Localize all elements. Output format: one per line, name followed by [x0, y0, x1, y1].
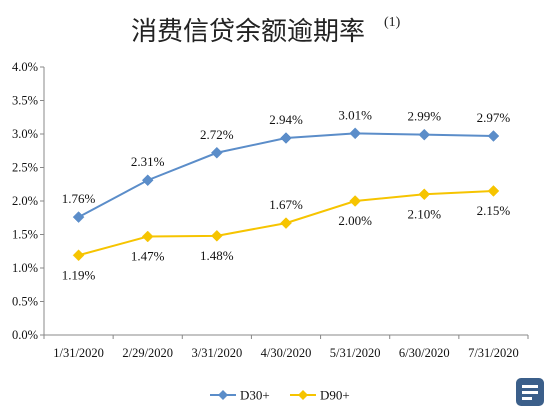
- data-point: [349, 127, 361, 140]
- data-label: 1.47%: [131, 249, 165, 264]
- data-point: [72, 211, 85, 223]
- x-tick-label: 7/31/2020: [468, 346, 519, 360]
- x-tick-label: 3/31/2020: [192, 346, 243, 360]
- data-label: 2.72%: [200, 127, 234, 142]
- chart-legend: D30+ D90+: [210, 388, 350, 403]
- data-point: [280, 217, 292, 229]
- legend-label: D30+: [240, 388, 270, 403]
- y-tick-label: 4.0%: [12, 60, 38, 74]
- legend-marker: [298, 390, 308, 400]
- app-logo-icon: [516, 378, 544, 406]
- x-tick-label: 2/29/2020: [122, 346, 173, 360]
- data-label: 1.19%: [62, 267, 96, 282]
- data-point: [418, 128, 431, 141]
- x-tick-label: 1/31/2020: [53, 346, 104, 360]
- x-tick-label: 5/31/2020: [330, 346, 381, 360]
- data-label: 1.67%: [269, 197, 303, 212]
- chart-series: [72, 127, 500, 262]
- y-tick-label: 1.5%: [12, 228, 38, 242]
- y-tick-label: 2.5%: [12, 161, 38, 175]
- data-point: [211, 229, 223, 242]
- data-label: 2.00%: [338, 213, 372, 228]
- data-point: [141, 230, 154, 243]
- data-label: 2.94%: [269, 112, 303, 127]
- data-point: [349, 195, 361, 207]
- data-point: [487, 130, 500, 142]
- y-tick-label: 1.0%: [12, 261, 38, 275]
- x-tick-label: 6/30/2020: [399, 346, 450, 360]
- data-point: [487, 185, 500, 197]
- y-tick-label: 3.5%: [12, 94, 38, 108]
- data-point: [418, 188, 431, 201]
- y-tick-label: 0.5%: [12, 295, 38, 309]
- chart-axes: 0.0% 0.5% 1.0% 1.5% 2.0% 2.5% 3.0% 3.5% 4.0% 1/31…: [12, 60, 529, 360]
- data-label: 1.76%: [62, 191, 96, 206]
- legend-marker: [218, 390, 228, 400]
- data-label: 2.97%: [477, 110, 511, 125]
- chart-data-labels: 1.76% 2.31% 2.72% 2.94% 3.01% 2.99% 2.97% 1.19%…: [62, 107, 511, 282]
- data-label: 2.15%: [477, 203, 511, 218]
- data-label: 2.99%: [407, 109, 441, 124]
- data-point: [141, 174, 154, 187]
- y-tick-label: 2.0%: [12, 194, 38, 208]
- chart-title: 消费信贷余额逾期率: [131, 17, 365, 47]
- data-label: 1.48%: [200, 248, 234, 263]
- data-label: 3.01%: [338, 107, 372, 122]
- data-point: [280, 132, 292, 144]
- data-point: [211, 146, 223, 159]
- x-tick-label: 4/30/2020: [261, 346, 312, 360]
- y-tick-label: 0.0%: [12, 328, 38, 342]
- data-point: [72, 249, 85, 262]
- y-tick-label: 3.0%: [12, 127, 38, 141]
- legend-label: D90+: [320, 388, 350, 403]
- chart-title-superscript: (1): [384, 15, 401, 30]
- data-label: 2.31%: [131, 154, 165, 169]
- data-label: 2.10%: [407, 206, 441, 221]
